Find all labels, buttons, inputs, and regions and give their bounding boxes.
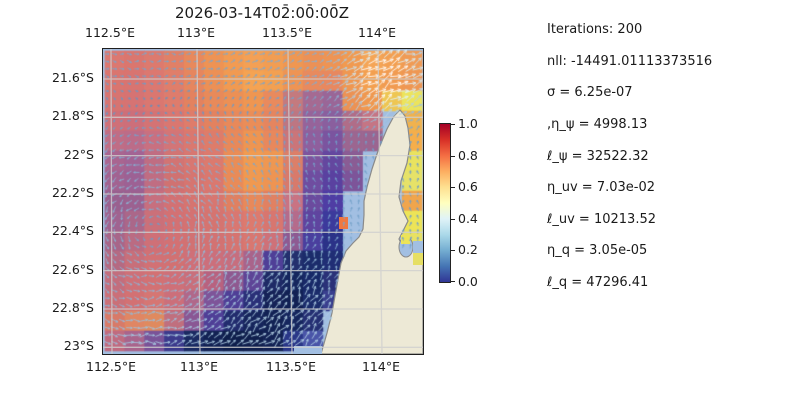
colorbar-tick	[451, 187, 455, 188]
x-tick-bottom-label: 113.5°E	[266, 359, 316, 374]
y-tick-label: 22.6°S	[51, 262, 94, 277]
colorbar-tick-label: 0.6	[458, 179, 478, 194]
stat-ell-uv: ℓ_uv = 10213.52	[547, 211, 656, 227]
x-tick-bottom-label: 113°E	[179, 359, 218, 374]
x-tick-top-label: 113°E	[176, 25, 215, 40]
x-tick-top-label: 112.5°E	[85, 25, 135, 40]
colorbar-tick-label: 0.4	[458, 211, 478, 226]
map-panel	[102, 48, 424, 355]
y-tick-label: 21.6°S	[51, 70, 94, 85]
y-tick-label: 22°S	[63, 147, 94, 162]
stat-eta-psi: ,η_ψ = 4998.13	[547, 117, 648, 133]
gridlines-svg	[103, 49, 423, 354]
stat-nll: nll: -14491.01113373516	[547, 53, 713, 69]
y-tick-label: 22.8°S	[51, 300, 94, 315]
y-tick-label: 23°S	[63, 338, 94, 353]
stat-eta-q: η_q = 3.05e-05	[547, 243, 648, 259]
y-tick-label: 22.2°S	[51, 185, 94, 200]
stat-eta-uv: η_uv = 7.03e-02	[547, 180, 656, 196]
colorbar-tick-label: 0.8	[458, 148, 478, 163]
colorbar-tick-label: 1.0	[458, 116, 478, 131]
plot-title: 2026-03-14T02̄:00̄:00̄Z	[175, 4, 349, 22]
x-tick-bottom-label: 112.5°E	[86, 359, 136, 374]
graticule	[103, 49, 423, 354]
y-tick-label: 22.4°S	[51, 223, 94, 238]
colorbar-tick	[451, 156, 455, 157]
colorbar-tick	[451, 281, 455, 282]
colorbar-tick	[451, 219, 455, 220]
x-tick-top-label: 114°E	[357, 25, 396, 40]
y-tick-label: 21.8°S	[51, 108, 94, 123]
colorbar-tick-label: 0.0	[458, 274, 478, 289]
colorbar	[439, 123, 451, 283]
colorbar-tick	[451, 124, 455, 125]
x-tick-bottom-label: 114°E	[361, 359, 400, 374]
colorbar-tick-label: 0.2	[458, 242, 478, 257]
x-tick-top-label: 113.5°E	[262, 25, 312, 40]
colorbar-tick	[451, 250, 455, 251]
stats-panel: Iterations: 200 nll: -14491.01113373516 …	[547, 14, 712, 298]
stat-ell-q: ℓ_q = 47296.41	[547, 275, 649, 291]
stat-sigma: σ = 6.25e-07	[547, 85, 633, 101]
stat-ell-psi: ℓ_ψ = 32522.32	[547, 148, 649, 164]
quiver-canvas	[103, 49, 423, 354]
stat-iterations: Iterations: 200	[547, 22, 643, 38]
